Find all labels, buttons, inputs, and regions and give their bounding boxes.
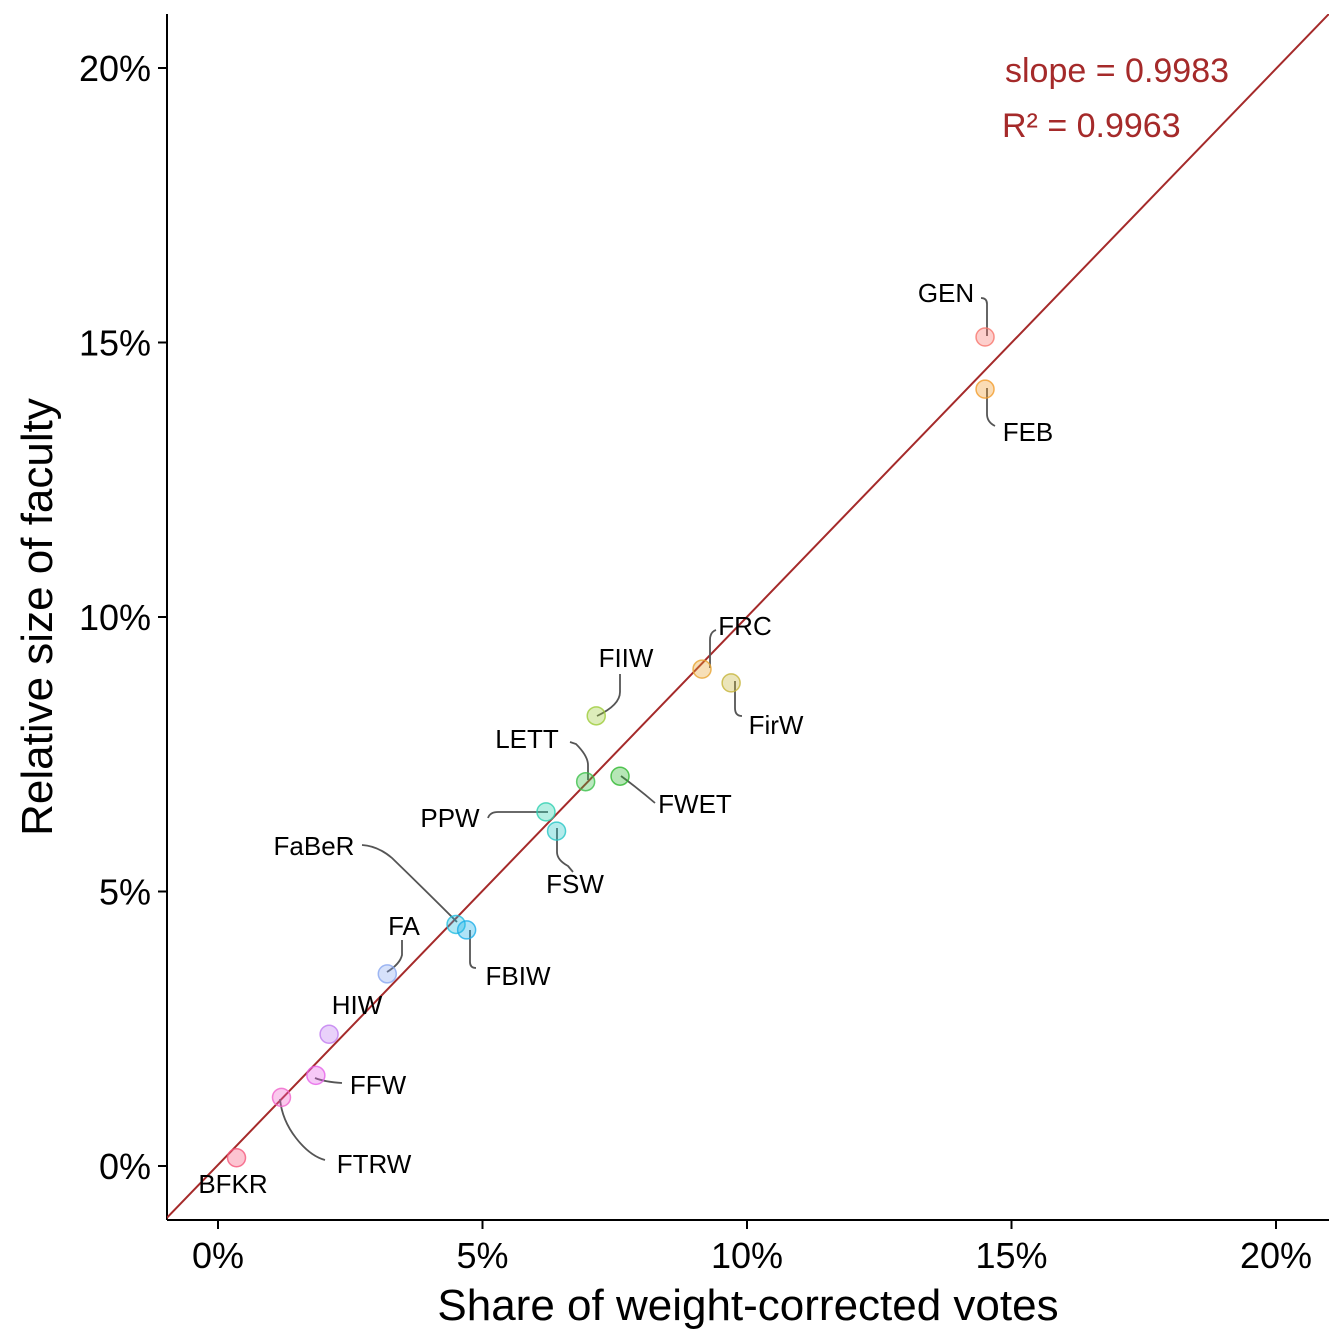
point-label-fiiw: FIIW [599,643,654,673]
y-tick-label: 0% [99,1146,151,1187]
leader-line-fsw [556,828,574,873]
data-point-fbiw [456,920,477,940]
x-axis-title: Share of weight-corrected votes [437,1281,1058,1330]
y-tick-label: 15% [79,323,151,364]
data-point-ffw [306,1065,326,1086]
leader-line-fbiw [469,930,477,969]
point-label-ftrw: FTRW [337,1149,412,1179]
data-point-fwet [610,766,630,786]
x-tick-label: 0% [192,1235,244,1276]
data-points [226,327,995,1168]
data-point-faber [446,914,466,935]
leader-line-ffw [314,1077,343,1084]
leader-line-firw [734,681,743,717]
data-point-ftrw [271,1087,292,1108]
data-point-gen [975,327,995,347]
leader-line-fa [386,940,403,973]
y-tick-label: 20% [79,48,151,89]
fit-line [167,14,1329,1220]
leader-line-lett [569,741,589,780]
point-label-fa: FA [388,911,420,941]
leader-line-ftrw [279,1098,326,1161]
r2-annotation: R² = 0.9963 [1002,107,1181,145]
y-tick-label: 5% [99,872,151,913]
point-label-hiw: HIW [332,990,383,1020]
y-axis-title: Relative size of faculty [13,398,62,836]
x-tick-label: 5% [456,1235,508,1276]
data-point-bfkr [226,1148,247,1168]
point-label-faber: FaBeR [274,831,355,861]
point-label-gen: GEN [918,278,974,308]
data-point-fiiw [586,706,606,726]
label-leader-lines [279,297,996,1161]
data-point-ppw [536,802,556,822]
point-label-fbiw: FBIW [486,961,551,991]
leader-line-fwet [620,775,656,804]
axes: 0% 5% 10% 15% 20% 0% 5% 10% 15% 20% [79,14,1329,1276]
x-tick-label: 15% [975,1235,1047,1276]
point-label-bfkr: BFKR [198,1169,267,1199]
x-tick-label: 20% [1240,1235,1312,1276]
leader-line-frc [709,629,717,668]
point-label-feb: FEB [1003,417,1054,447]
data-point-fa [377,964,398,984]
fit-line-group [167,14,1329,1220]
data-point-fsw [546,821,567,841]
data-point-hiw [319,1024,339,1044]
leader-line-feb [986,388,996,427]
point-label-fsw: FSW [546,869,604,899]
x-tick-label: 10% [711,1235,783,1276]
data-point-frc [692,659,712,679]
slope-annotation: slope = 0.9983 [1005,52,1229,90]
point-label-ppw: PPW [420,803,480,833]
leader-line-fiiw [596,674,621,717]
point-label-fwet: FWET [658,789,732,819]
point-labels: GEN FEB FRC FirW FIIW LETT FWET PPW FSW FaBeR FBIW… [198,278,1053,1199]
data-point-feb [975,379,995,399]
leader-line-ppw [487,811,548,819]
point-label-frc: FRC [718,611,771,641]
data-point-lett [575,771,596,792]
y-tick-label: 10% [79,597,151,638]
point-label-firw: FirW [749,710,804,740]
point-label-ffw: FFW [350,1070,407,1100]
leader-line-faber [361,844,458,923]
point-label-lett: LETT [495,724,559,754]
leader-line-gen [980,297,988,336]
data-point-firw [721,673,741,693]
